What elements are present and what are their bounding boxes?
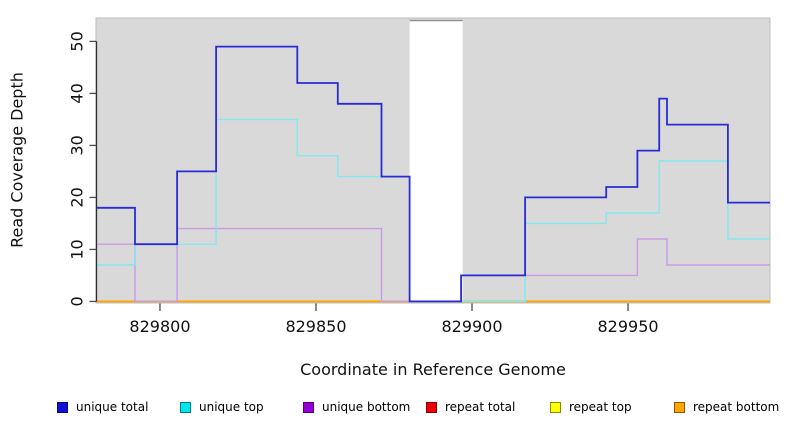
legend-item-label: unique top	[199, 400, 264, 414]
legend-swatch-repeat-total	[426, 401, 437, 413]
legend-item-label: repeat total	[445, 400, 516, 414]
legend-item-unique-top: unique top	[180, 395, 264, 419]
legend-swatch-unique-bottom	[303, 401, 314, 413]
y-tick-label: 20	[68, 187, 87, 207]
legend-item-unique-bottom: unique bottom	[303, 395, 410, 419]
legend-swatch-unique-top	[180, 401, 191, 413]
y-axis-title: Read Coverage Depth	[7, 72, 27, 248]
legend-item-repeat-bottom: repeat bottom	[674, 395, 779, 419]
legend-item-label: repeat bottom	[693, 400, 780, 414]
legend-item-label: unique bottom	[322, 400, 411, 414]
legend-item-label: repeat top	[569, 400, 632, 414]
legend-swatch-unique-total	[57, 401, 68, 413]
legend-swatch-repeat-bottom	[674, 401, 685, 413]
legend: unique total unique top unique bottom repea…	[0, 395, 792, 421]
x-tick-label: 829950	[597, 317, 658, 336]
no-data-band	[409, 19, 463, 302]
x-tick-label: 829850	[285, 317, 346, 336]
legend-item-unique-total: unique total	[57, 395, 148, 419]
x-tick-label: 829900	[441, 317, 502, 336]
y-tick-label: 40	[68, 83, 87, 103]
y-tick-label: 30	[68, 135, 87, 155]
y-tick-label: 0	[68, 296, 87, 306]
x-axis-title: Coordinate in Reference Genome	[300, 360, 566, 379]
legend-item-label: unique total	[76, 400, 149, 414]
legend-item-repeat-top: repeat top	[550, 395, 632, 419]
series-unique-total-line	[96, 45, 770, 303]
legend-swatch-repeat-top	[550, 401, 561, 413]
x-tick-label: 829800	[129, 317, 190, 336]
legend-item-repeat-total: repeat total	[426, 395, 515, 419]
y-tick-label: 50	[68, 31, 87, 51]
y-tick-label: 10	[68, 239, 87, 259]
